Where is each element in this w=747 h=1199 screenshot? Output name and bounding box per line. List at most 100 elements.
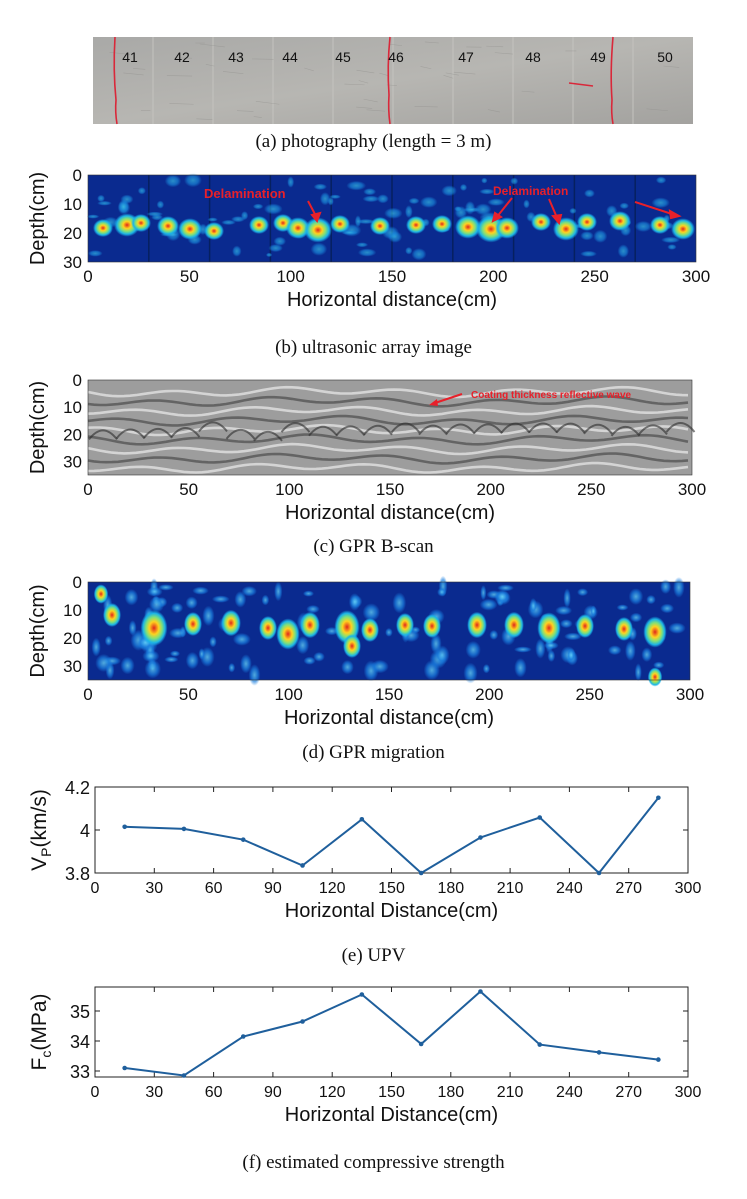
ultrasonic-caption: (b) ultrasonic array image	[275, 337, 472, 358]
gpr-wave-band	[87, 461, 689, 474]
y-tick-label: 10	[63, 398, 82, 417]
y-axis-title: Depth(cm)	[27, 584, 49, 677]
surface-texture	[222, 71, 244, 74]
gpr-hyperbola	[583, 423, 613, 435]
delamination-label-2: Delamination	[493, 184, 568, 198]
reflection-blob	[131, 214, 151, 232]
coating-label: Coating thickness reflective wave	[471, 390, 632, 401]
x-tick-label: 50	[179, 480, 198, 499]
migration-texture	[302, 590, 315, 597]
data-point	[656, 795, 661, 801]
photo-caption: (a) photography (length = 3 m)	[255, 131, 492, 152]
surface-texture	[521, 90, 535, 93]
x-tick-label: 50	[180, 267, 199, 286]
migration-texture	[234, 591, 247, 608]
migration-texture	[463, 662, 478, 684]
x-tick-label: 250	[575, 685, 603, 704]
migration-texture	[653, 661, 665, 669]
gpr-hyperbola	[418, 424, 448, 436]
echo-texture	[355, 242, 369, 248]
surface-texture	[169, 103, 194, 105]
x-axis-title: Horizontal distance(cm)	[287, 289, 497, 311]
surface-texture	[420, 66, 432, 70]
y-axis-title: VP(km/s)	[28, 789, 54, 871]
migration-texture	[566, 648, 576, 663]
surface-texture	[424, 41, 439, 44]
data-point	[418, 1041, 424, 1047]
data-point	[418, 870, 424, 876]
crack-mark	[568, 82, 594, 87]
echo-texture	[377, 194, 389, 204]
x-tick-label: 150	[375, 685, 403, 704]
gpr-hyperbola	[363, 424, 393, 436]
surface-texture	[304, 67, 314, 72]
gpr-hyperbola	[390, 422, 421, 434]
migration-texture	[513, 646, 532, 653]
reflection-blob	[495, 217, 519, 239]
echo-texture	[661, 236, 681, 244]
migration-texture	[479, 598, 498, 611]
echo-texture	[287, 176, 295, 188]
surface-texture	[453, 71, 476, 75]
fc-caption: (f) estimated compressive strength	[242, 1152, 505, 1173]
x-tick-label: 180	[437, 880, 464, 897]
data-point	[181, 1073, 187, 1078]
migration-texture	[306, 604, 320, 614]
surface-texture	[363, 98, 378, 103]
migration-texture	[634, 663, 642, 682]
echo-texture	[319, 192, 331, 206]
echo-texture	[252, 203, 264, 210]
x-tick-label: 50	[179, 685, 198, 704]
coating-arrowhead	[429, 399, 438, 406]
migration-texture	[559, 619, 573, 629]
migration-texture	[303, 656, 316, 665]
data-point	[240, 837, 246, 842]
y-tick-label: 35	[70, 1002, 90, 1022]
surface-texture	[123, 72, 144, 76]
echo-texture	[655, 176, 667, 184]
echo-texture	[384, 207, 403, 219]
data-point	[359, 816, 365, 822]
migration-blob	[184, 612, 202, 636]
echo-texture	[273, 236, 287, 246]
migration-texture	[514, 658, 527, 678]
migration-texture	[590, 605, 597, 617]
migration-blob	[93, 584, 109, 604]
x-tick-label: 200	[475, 685, 503, 704]
migration-texture	[641, 647, 653, 662]
x-tick-label: 30	[145, 880, 163, 897]
migration-texture	[211, 595, 230, 603]
echo-texture	[362, 195, 380, 203]
surface-texture	[133, 68, 146, 70]
reflection-blob	[609, 211, 631, 231]
x-tick-label: 250	[577, 480, 605, 499]
x-tick-label: 270	[615, 1084, 642, 1101]
gpr-wave-band	[87, 404, 689, 417]
echo-texture	[310, 242, 328, 256]
echo-texture	[523, 199, 530, 209]
y-tick-label: 0	[73, 573, 82, 592]
migration-texture	[480, 585, 487, 601]
migration-texture	[341, 659, 354, 675]
migration-blob	[647, 667, 663, 687]
x-tick-label: 150	[376, 480, 404, 499]
surface-texture	[236, 110, 254, 112]
data-point	[300, 1019, 305, 1024]
echo-texture	[97, 200, 112, 206]
echo-texture	[510, 177, 519, 185]
surface-texture	[205, 64, 215, 67]
crack-mark	[610, 36, 614, 125]
bscan-panel: 0 50 100 150 200 250 300 0 10 20 30 Horizontal dist…	[0, 368, 747, 560]
surface-texture	[646, 108, 668, 112]
migration-texture	[624, 640, 636, 661]
upv-caption: (e) UPV	[341, 945, 406, 966]
echo-texture	[651, 197, 670, 209]
migration-texture	[660, 579, 672, 595]
echo-texture	[207, 217, 218, 222]
x-tick-label: 240	[556, 880, 583, 897]
surface-texture	[366, 109, 386, 112]
migration-texture	[362, 603, 380, 622]
migration-texture	[232, 632, 251, 646]
migration-texture	[543, 641, 559, 650]
x-tick-label: 60	[205, 1084, 223, 1101]
